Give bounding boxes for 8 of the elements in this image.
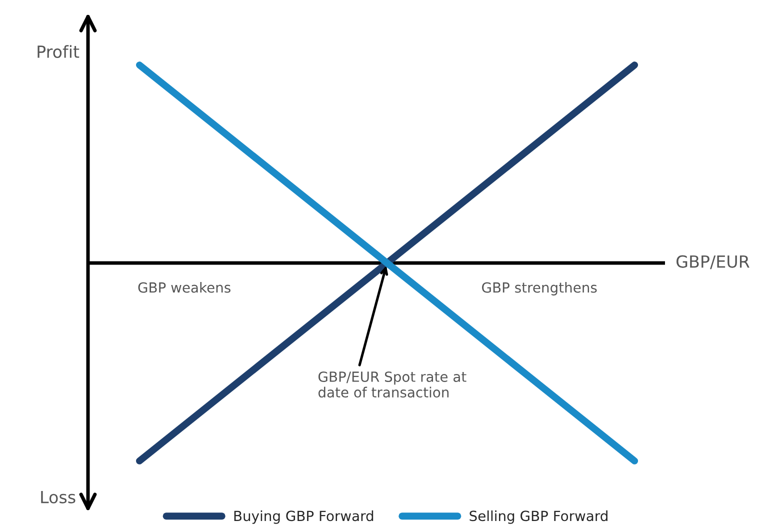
legend-label: Selling GBP Forward: [470, 510, 608, 524]
annotation: GBP strengthens: [482, 282, 597, 296]
legend-label: Buying GBP Forward: [234, 510, 374, 524]
annotation: GBP/EUR Spot rate at date of transaction: [318, 371, 466, 398]
x-axis-title: GBP/EUR: [676, 255, 750, 270]
annotation: GBP weakens: [138, 282, 230, 293]
text: Profit: [38, 45, 80, 58]
text: Loss: [41, 491, 76, 504]
